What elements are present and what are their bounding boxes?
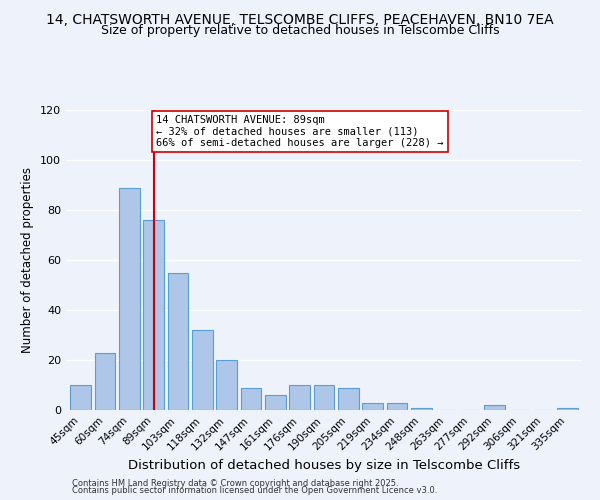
Bar [95, 352, 115, 410]
Bar [386, 402, 407, 410]
Bar [119, 188, 140, 410]
Bar [70, 385, 91, 410]
X-axis label: Distribution of detached houses by size in Telscombe Cliffs: Distribution of detached houses by size … [128, 458, 520, 471]
Bar [362, 402, 383, 410]
Bar [557, 408, 578, 410]
Bar [411, 408, 432, 410]
Bar [289, 385, 310, 410]
Bar [192, 330, 212, 410]
Text: 14, CHATSWORTH AVENUE, TELSCOMBE CLIFFS, PEACEHAVEN, BN10 7EA: 14, CHATSWORTH AVENUE, TELSCOMBE CLIFFS,… [46, 12, 554, 26]
Text: Contains HM Land Registry data © Crown copyright and database right 2025.: Contains HM Land Registry data © Crown c… [72, 478, 398, 488]
Bar [216, 360, 237, 410]
Y-axis label: Number of detached properties: Number of detached properties [22, 167, 34, 353]
Bar [241, 388, 262, 410]
Bar [143, 220, 164, 410]
Text: 14 CHATSWORTH AVENUE: 89sqm
← 32% of detached houses are smaller (113)
66% of se: 14 CHATSWORTH AVENUE: 89sqm ← 32% of det… [156, 115, 443, 148]
Text: Size of property relative to detached houses in Telscombe Cliffs: Size of property relative to detached ho… [101, 24, 499, 37]
Bar [484, 405, 505, 410]
Text: Contains public sector information licensed under the Open Government Licence v3: Contains public sector information licen… [72, 486, 437, 495]
Bar [338, 388, 359, 410]
Bar [167, 272, 188, 410]
Bar [314, 385, 334, 410]
Bar [265, 395, 286, 410]
